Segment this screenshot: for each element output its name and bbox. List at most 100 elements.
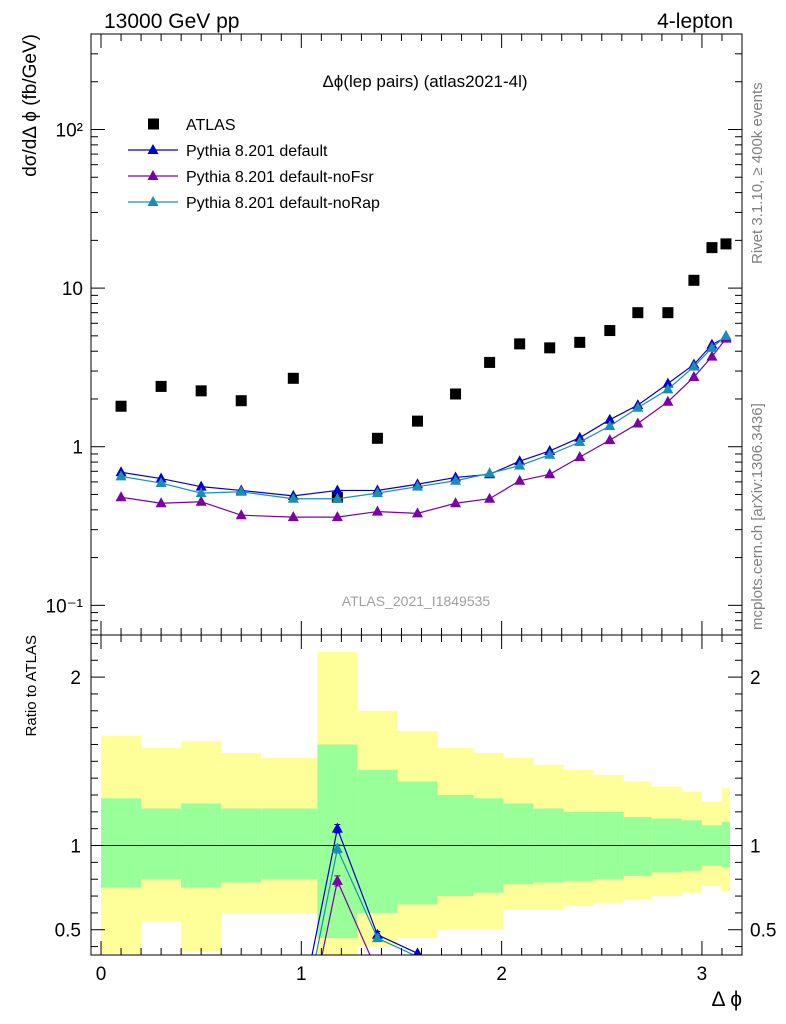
data-point-atlas [720,238,732,250]
ratio-data-point [331,822,343,833]
ratio-data-point [413,947,422,955]
legend-label: ATLAS [186,117,236,134]
data-point-atlas [155,380,167,392]
ratio-series-1 [321,874,371,955]
data-point-triangle [720,329,732,340]
stat-band-bin [261,808,318,880]
series-2 [115,332,732,522]
data-point-atlas [604,325,616,337]
data-point-triangle [688,371,700,382]
mcplots-side-label: mcplots.cern.ch [arXiv:1306.3436] [749,403,766,630]
data-point-triangle [604,413,616,424]
series-1 [115,331,732,500]
data-point-triangle [604,434,616,445]
data-point-triangle [235,509,247,520]
data-point-atlas [371,432,383,444]
legend-label: Pythia 8.201 default [186,143,328,160]
ratio-y-tick-label: 0.5 [55,921,81,942]
main-y-tick-label: 1 [72,438,83,459]
data-point-atlas [544,342,556,354]
legend-marker [148,118,159,130]
data-point-triangle [155,497,167,508]
legend: ATLAS Pythia 8.201 default Pythia 8.201 de… [128,117,380,212]
data-point-triangle [688,360,700,371]
data-point-triangle [331,492,343,503]
ratio-data-point [371,932,383,943]
data-point-triangle [544,468,556,479]
data-point-triangle [662,383,674,394]
data-point-atlas [412,415,424,427]
series-0 [115,238,732,503]
ratio-data-point [331,842,343,853]
data-point-atlas [662,307,674,319]
data-point-triangle [706,350,718,361]
data-point-triangle [412,480,424,491]
x-tick-label: 1 [296,964,307,985]
data-point-triangle [331,511,343,522]
data-point-triangle [195,487,207,498]
data-point-triangle [115,491,127,502]
data-point-atlas [450,388,462,400]
ratio-y-tick-label: 1 [70,837,81,858]
ratio-series-line [315,846,416,955]
data-point-triangle [331,484,343,495]
legend-marker [147,196,159,206]
x-tick-label: 0 [96,964,107,985]
data-point-triangle [235,485,247,496]
series-line [120,335,727,500]
data-point-triangle [514,474,526,485]
data-point-triangle [287,511,299,522]
data-point-atlas [514,338,526,350]
data-point-atlas [287,372,299,384]
data-point-triangle [662,377,674,388]
data-point-triangle [155,477,167,488]
series-3 [115,329,732,503]
header-right-label: 4-lepton [657,10,733,33]
data-point-atlas [195,385,207,397]
ratio-y-tick-label-right: 0.5 [750,921,776,942]
data-point-atlas [484,356,496,368]
header-left-label: 13000 GeV pp [104,10,239,33]
stat-band-bin [397,781,438,905]
x-tick-label: 2 [496,964,507,985]
ratio-series-2 [315,842,416,955]
data-point-triangle [287,492,299,503]
main-y-axis-label: dσ/dΔ ϕ (fb/GeV) [20,34,41,177]
legend-label: Pythia 8.201 default-noFsr [186,169,374,186]
data-point-atlas [235,395,247,407]
stat-band-bin [317,744,358,939]
data-point-triangle [450,474,462,485]
data-point-triangle [632,401,644,412]
data-point-triangle [574,436,586,447]
data-point-triangle [371,487,383,498]
data-point-triangle [632,417,644,428]
rivet-side-label: Rivet 3.1.10, ≥ 400k events [749,82,766,264]
stat-band-bin [623,816,652,876]
main-y-tick-label: 10 [62,279,83,300]
stat-band-bin [357,769,398,913]
legend-marker [147,170,159,180]
ratio-y-tick-label: 2 [70,668,81,689]
data-point-triangle [484,492,496,503]
data-point-triangle [574,451,586,462]
data-point-triangle [195,480,207,491]
ratio-series-line [311,826,418,955]
data-point-triangle [371,505,383,516]
legend-label: Pythia 8.201 default-noRap [186,195,380,212]
data-point-triangle [412,507,424,518]
main-plot-title: Δϕ(lep pairs) (atlas2021-4l) [322,72,527,91]
ratio-y-axis-label: Ratio to ATLAS [23,635,40,736]
data-point-atlas [706,242,718,254]
data-point-triangle [115,470,127,481]
data-point-triangle [514,459,526,470]
main-y-tick-label: 10² [56,120,83,141]
data-point-triangle [604,420,616,431]
x-tick-label: 3 [697,964,708,985]
data-point-triangle [662,395,674,406]
stat-band-bin [503,803,534,885]
data-point-atlas [574,336,586,348]
data-point-triangle [484,467,496,478]
x-axis-label: Δ ϕ [712,988,742,1011]
